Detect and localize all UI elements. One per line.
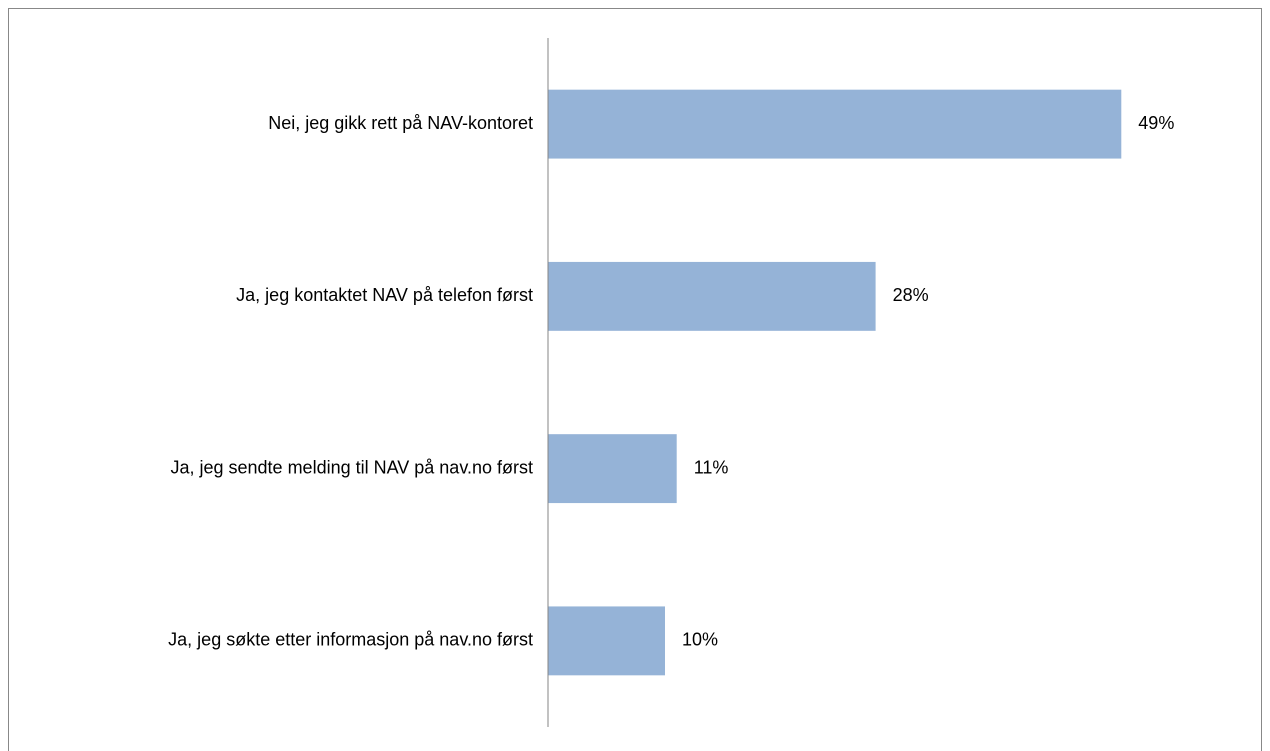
value-label: 28% [893,285,929,305]
bar [548,261,876,331]
category-label: Ja, jeg kontaktet NAV på telefon først [236,285,533,305]
category-label: Nei, jeg gikk rett på NAV-kontoret [268,113,533,133]
bar [548,89,1122,159]
value-label: 10% [682,630,718,650]
category-label: Ja, jeg søkte etter informasjon på nav.n… [168,630,533,650]
chart-frame [8,8,1262,751]
value-label: 11% [694,457,729,477]
category-label: Ja, jeg sendte melding til NAV på nav.no… [170,457,533,477]
bar [548,606,665,676]
bar [548,434,677,504]
value-label: 49% [1138,113,1174,133]
